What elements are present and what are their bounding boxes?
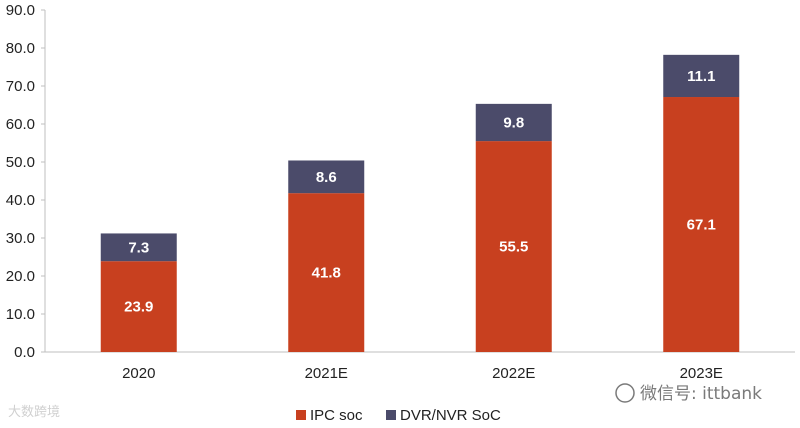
y-tick-label: 40.0: [6, 192, 35, 209]
y-tick-label: 90.0: [6, 2, 35, 19]
bar-segment-dvr-nvr-soc: [475, 103, 552, 142]
bar-segment-dvr-nvr-soc: [100, 233, 177, 262]
bars: 23.9 7.3 41.8 8.6 55.5 9.8 67.1 11.1: [100, 54, 740, 353]
y-tick-label: 10.0: [6, 306, 35, 323]
data-label: 67.1: [687, 217, 716, 234]
data-label: 55.5: [499, 239, 528, 256]
x-category-label: 2021E: [305, 365, 348, 382]
bar-segment-ipc-soc: [475, 141, 552, 352]
data-label: 7.3: [128, 239, 149, 256]
watermark-right-text: 微信号: ittbank: [640, 384, 762, 404]
data-label: 23.9: [124, 299, 153, 316]
bar-segment-ipc-soc: [663, 97, 740, 353]
y-tick-label: 50.0: [6, 154, 35, 171]
data-label: 11.1: [687, 68, 715, 85]
data-label: 8.6: [316, 169, 337, 186]
y-tick-label: 0.0: [14, 344, 35, 361]
x-axis-labels: 2020 2021E 2022E 2023E: [122, 365, 723, 382]
y-tick-label: 70.0: [6, 78, 35, 95]
y-tick-label: 30.0: [6, 230, 35, 247]
watermark-left: 大数跨境: [8, 405, 60, 420]
bar-segment-ipc-soc: [100, 261, 177, 352]
legend-swatch-ipc-soc: [296, 410, 306, 420]
legend-label-dvr-nvr-soc: DVR/NVR SoC: [400, 407, 501, 424]
legend-swatch-dvr-nvr-soc: [386, 410, 396, 420]
bar-segment-ipc-soc: [288, 193, 365, 352]
legend-label-ipc-soc: IPC soc: [310, 407, 363, 424]
x-category-label: 2023E: [680, 365, 723, 382]
y-tick-label: 80.0: [6, 40, 35, 57]
watermark-right: 微信号: ittbank: [615, 383, 762, 404]
legend: IPC soc DVR/NVR SoC: [296, 407, 501, 424]
y-axis-ticks: 0.0 10.0 20.0 30.0 40.0 50.0 60.0 70.0 80.0 90.0: [6, 2, 45, 361]
wechat-icon: [615, 383, 635, 403]
data-label: 9.8: [503, 114, 524, 131]
x-category-label: 2020: [122, 365, 155, 382]
bar-segment-dvr-nvr-soc: [288, 160, 365, 194]
y-tick-label: 60.0: [6, 116, 35, 133]
x-category-label: 2022E: [492, 365, 535, 382]
bar-segment-dvr-nvr-soc: [663, 54, 740, 98]
data-label: 41.8: [312, 265, 341, 282]
y-tick-label: 20.0: [6, 268, 35, 285]
watermark-left-text: 大数跨境: [8, 405, 60, 420]
